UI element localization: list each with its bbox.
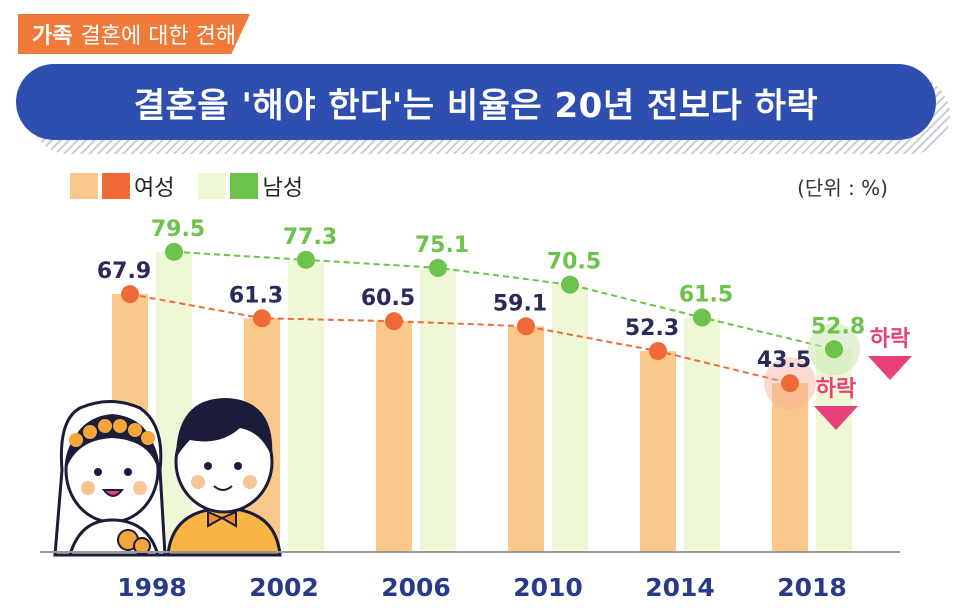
point-male-2006 <box>429 258 447 277</box>
x-tick-2006: 2006 <box>381 573 451 602</box>
drop-label-female: 하락 <box>816 377 856 402</box>
x-tick-2002: 2002 <box>249 573 319 602</box>
bar-female-2018 <box>772 383 808 552</box>
x-tick-2010: 2010 <box>513 573 583 602</box>
value-female-2002: 61.3 <box>229 283 283 308</box>
value-male-2002: 77.3 <box>283 225 337 250</box>
bar-male-2002 <box>288 259 324 552</box>
point-male-2002 <box>297 250 315 269</box>
point-male-2014 <box>693 308 711 327</box>
bar-female-2006 <box>376 321 412 552</box>
drop-arrow-male <box>868 356 912 380</box>
point-female-2002 <box>253 309 271 328</box>
legend-female: 여성 <box>70 170 174 202</box>
legend-female-line-swatch <box>102 173 130 199</box>
legend-male-swatch <box>198 173 227 199</box>
x-tick-1998: 1998 <box>117 573 187 602</box>
point-female-2018 <box>781 374 799 393</box>
value-male-2006: 75.1 <box>415 233 469 258</box>
value-female-2010: 59.1 <box>493 291 547 316</box>
bar-male-2010 <box>552 284 588 552</box>
drop-arrow-female <box>814 406 858 430</box>
x-tick-2014: 2014 <box>645 573 715 602</box>
value-female-2018: 43.5 <box>757 348 811 373</box>
legend-female-swatch <box>70 173 98 199</box>
point-female-1998 <box>121 285 139 304</box>
point-female-2006 <box>385 312 403 331</box>
value-male-2018: 52.8 <box>811 314 865 339</box>
bar-male-2014 <box>684 317 720 552</box>
legend-male-label: 남성 <box>262 176 303 201</box>
x-tick-2018: 2018 <box>777 573 847 602</box>
value-male-2010: 70.5 <box>547 250 601 275</box>
bar-male-2018 <box>816 349 852 552</box>
drop-label-male: 하락 <box>870 327 910 352</box>
unit-label: (단위 : %) <box>797 176 888 200</box>
value-female-2014: 52.3 <box>625 316 679 341</box>
line-female <box>129 293 791 385</box>
value-female-2006: 60.5 <box>361 286 415 311</box>
bar-female-2014 <box>640 351 676 552</box>
value-male-1998: 79.5 <box>151 217 205 242</box>
tag-topic: 결혼에 대한 견해 <box>80 24 237 49</box>
value-female-1998: 67.9 <box>97 259 151 284</box>
point-male-1998 <box>165 242 183 261</box>
tag-category: 가족 <box>32 24 73 49</box>
line-male <box>173 250 835 351</box>
bar-female-2010 <box>508 326 544 552</box>
point-male-2018 <box>825 340 843 359</box>
legend-male: 남성 <box>198 170 303 202</box>
point-female-2010 <box>517 317 535 336</box>
couple-illustration <box>53 398 282 557</box>
legend: 여성 남성 <box>70 170 327 202</box>
bar-male-2006 <box>420 267 456 552</box>
chart-title: 결혼을 '해야 한다'는 비율은 20년 전보다 하락 <box>16 64 936 140</box>
section-tag: 가족 결혼에 대한 견해 <box>18 14 250 54</box>
value-male-2014: 61.5 <box>679 283 733 308</box>
point-male-2010 <box>561 275 579 294</box>
legend-male-line-swatch <box>230 173 259 199</box>
point-female-2014 <box>649 342 667 361</box>
legend-female-label: 여성 <box>134 176 175 201</box>
